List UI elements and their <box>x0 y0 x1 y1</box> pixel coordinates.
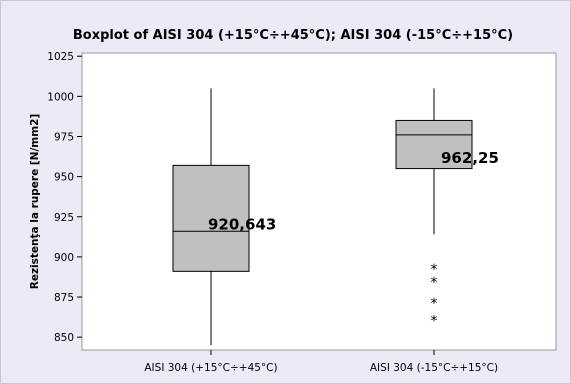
y-tick-label: 975 <box>54 131 74 143</box>
y-tick-label: 900 <box>54 252 74 264</box>
y-tick-label: 850 <box>54 332 74 344</box>
y-tick-label: 1000 <box>47 91 74 103</box>
y-tick-label: 925 <box>54 212 74 224</box>
outlier-point: * <box>430 313 438 329</box>
y-axis-label: Rezistenţa la rupere [N/mm2] <box>29 114 41 290</box>
y-axis: 850 875 900 925 950 975 1000 1025 <box>47 51 82 344</box>
chart-title: Boxplot of AISI 304 (+15°C÷+45°C); AISI … <box>73 28 513 43</box>
outlier-point: * <box>430 262 438 278</box>
annotations-group: 920,643 962,25 <box>208 149 499 234</box>
y-tick-label: 950 <box>54 172 74 184</box>
plot-area <box>81 52 557 351</box>
y-tick-label: 1025 <box>47 51 74 63</box>
boxes-group: **** <box>172 88 473 346</box>
iqr-box <box>395 119 473 170</box>
mean-annotation: 962,25 <box>441 149 499 167</box>
outlier-point: * <box>430 296 438 312</box>
mean-annotation: 920,643 <box>208 216 276 234</box>
x-category-label: AISI 304 (-15°C÷+15°C) <box>370 362 498 374</box>
outlier-point: * <box>430 275 438 291</box>
y-tick-label: 875 <box>54 292 74 304</box>
x-category-label: AISI 304 (+15°C÷+45°C) <box>144 362 277 374</box>
x-axis: AISI 304 (+15°C÷+45°C) AISI 304 (-15°C÷+1… <box>144 350 498 374</box>
box-2: **** <box>395 88 473 329</box>
iqr-box <box>172 164 250 272</box>
box-1 <box>172 88 250 346</box>
